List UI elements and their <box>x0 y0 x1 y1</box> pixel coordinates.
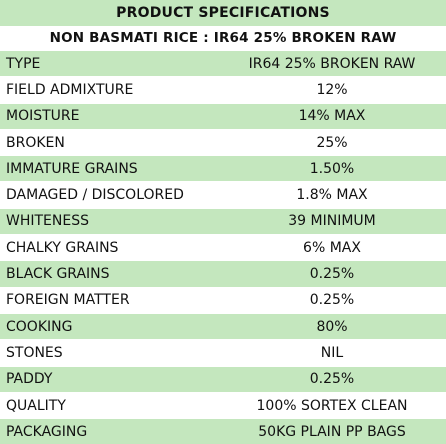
spec-value: 80% <box>218 313 446 339</box>
spec-value: 50KG PLAIN PP BAGS <box>218 419 446 444</box>
spec-label: FIELD ADMIXTURE <box>0 77 218 103</box>
spec-label: COOKING <box>0 313 218 339</box>
spec-value: IR64 25% BROKEN RAW <box>218 51 446 77</box>
spec-sheet: PRODUCT SPECIFICATIONS NON BASMATI RICE … <box>0 0 446 435</box>
spec-label: PACKAGING <box>0 419 218 444</box>
spec-label: MOISTURE <box>0 103 218 129</box>
spec-label: CHALKY GRAINS <box>0 235 218 261</box>
spec-label: IMMATURE GRAINS <box>0 156 218 182</box>
spec-label: DAMAGED / DISCOLORED <box>0 182 218 208</box>
spec-value: 0.25% <box>218 287 446 313</box>
spec-value: 0.25% <box>218 366 446 392</box>
page-title: PRODUCT SPECIFICATIONS <box>0 0 446 26</box>
spec-value: 100% SORTEX CLEAN <box>218 392 446 418</box>
spec-value: 1.50% <box>218 156 446 182</box>
spec-value: 14% MAX <box>218 103 446 129</box>
spec-value: 25% <box>218 129 446 155</box>
spec-value: 6% MAX <box>218 235 446 261</box>
spec-label: STONES <box>0 340 218 366</box>
product-subtitle: NON BASMATI RICE : IR64 25% BROKEN RAW <box>0 26 446 50</box>
spec-label: BLACK GRAINS <box>0 261 218 287</box>
spec-label: TYPE <box>0 51 218 77</box>
spec-value: 1.8% MAX <box>218 182 446 208</box>
spec-value: 12% <box>218 77 446 103</box>
spec-value: 0.25% <box>218 261 446 287</box>
spec-value: 39 MINIMUM <box>218 208 446 234</box>
spec-value: NIL <box>218 340 446 366</box>
spec-label: QUALITY <box>0 392 218 418</box>
spec-label: FOREIGN MATTER <box>0 287 218 313</box>
spec-label: WHITENESS <box>0 208 218 234</box>
spec-label: PADDY <box>0 366 218 392</box>
spec-label: BROKEN <box>0 129 218 155</box>
